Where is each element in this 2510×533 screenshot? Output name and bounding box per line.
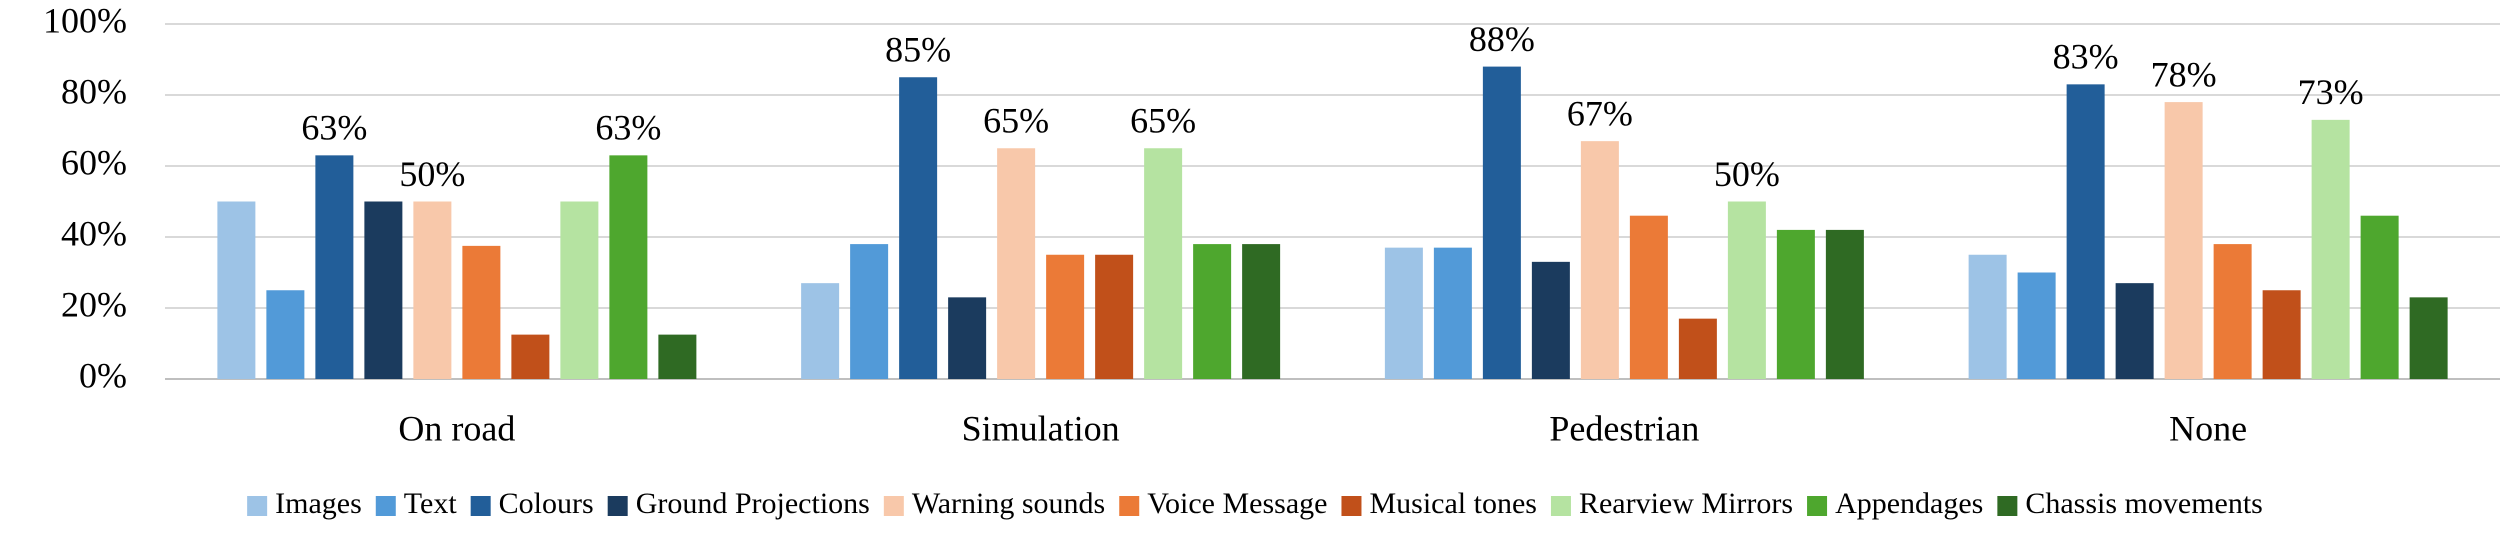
bar [1968,254,2007,379]
data-label: 63% [595,108,661,148]
bar [462,245,501,379]
legend-swatch [607,496,628,516]
bar [1727,201,1766,379]
legend-swatch [883,496,904,516]
bar [364,201,403,379]
data-label: 67% [1567,93,1633,133]
bar [1531,261,1570,379]
data-label: 83% [2053,37,2119,77]
bar [1193,244,1232,379]
bar [2066,84,2105,379]
bar [413,201,452,379]
bar [2164,102,2203,379]
bar [266,290,305,379]
legend: Images Text Colours Ground Projections Warni… [247,487,2263,520]
bar [1046,254,1085,379]
bar [560,201,599,379]
bar [609,155,648,379]
legend-label: Warning sounds [912,487,1105,520]
legend-label: Text [404,487,458,520]
y-tick-label: 20% [61,284,127,324]
bar [1095,254,1134,379]
bar [2115,283,2154,379]
bar [1825,229,1864,379]
bar [1678,318,1717,379]
data-label: 65% [1130,101,1196,141]
data-label: 73% [2298,72,2364,112]
legend-label: Musical tones [1369,487,1536,520]
data-label: 50% [399,154,465,194]
y-tick-label: 0% [79,355,127,395]
legend-label: Voice Message [1147,487,1327,520]
legend-swatch [1550,496,1571,516]
bar [1629,215,1668,379]
bar [658,334,697,379]
x-tick-label: On road [398,408,515,448]
bar [2311,119,2350,379]
bar [997,148,1036,379]
bar [315,155,354,379]
legend-swatch [247,496,268,516]
data-label: 85% [885,30,951,70]
bar [2360,215,2399,379]
bar [2409,297,2448,379]
data-label: 65% [983,101,1049,141]
data-label: 50% [1714,154,1780,194]
bar [1384,247,1423,379]
x-tick-label: None [2169,408,2247,448]
bar [2262,290,2301,379]
bar [801,283,840,379]
bar [1482,66,1521,379]
bar [217,201,256,379]
legend-swatch [1341,496,1362,516]
legend-label: Images [275,487,362,520]
y-tick-label: 80% [61,71,127,111]
y-tick-label: 60% [61,142,127,182]
data-label: 88% [1469,19,1535,59]
bar [511,334,550,379]
bar [850,244,889,379]
legend-label: Ground Projections [636,487,870,520]
bar [948,297,987,379]
legend-swatch [470,496,491,516]
bar [2017,272,2056,379]
bar [1242,244,1281,379]
bar [1144,148,1183,379]
bar [1433,247,1472,379]
legend-label: Rearview Mirrors [1579,487,1793,520]
x-tick-label: Pedestrian [1549,408,1699,448]
legend-swatch [1119,496,1140,516]
legend-swatch [1807,496,1828,516]
legend-swatch [1997,496,2018,516]
data-label: 63% [301,108,367,148]
bar [2213,244,2252,379]
y-tick-label: 40% [61,213,127,253]
legend-label: Colours [499,487,594,520]
bar [1580,141,1619,379]
legend-label: Chassis movements [2025,487,2263,520]
bar [1776,229,1815,379]
legend-swatch [375,496,396,516]
data-label: 78% [2151,54,2217,94]
y-tick-label: 100% [43,0,127,40]
legend-label: Appendages [1835,487,1983,520]
x-tick-label: Simulation [962,408,1120,448]
bar [899,77,938,379]
